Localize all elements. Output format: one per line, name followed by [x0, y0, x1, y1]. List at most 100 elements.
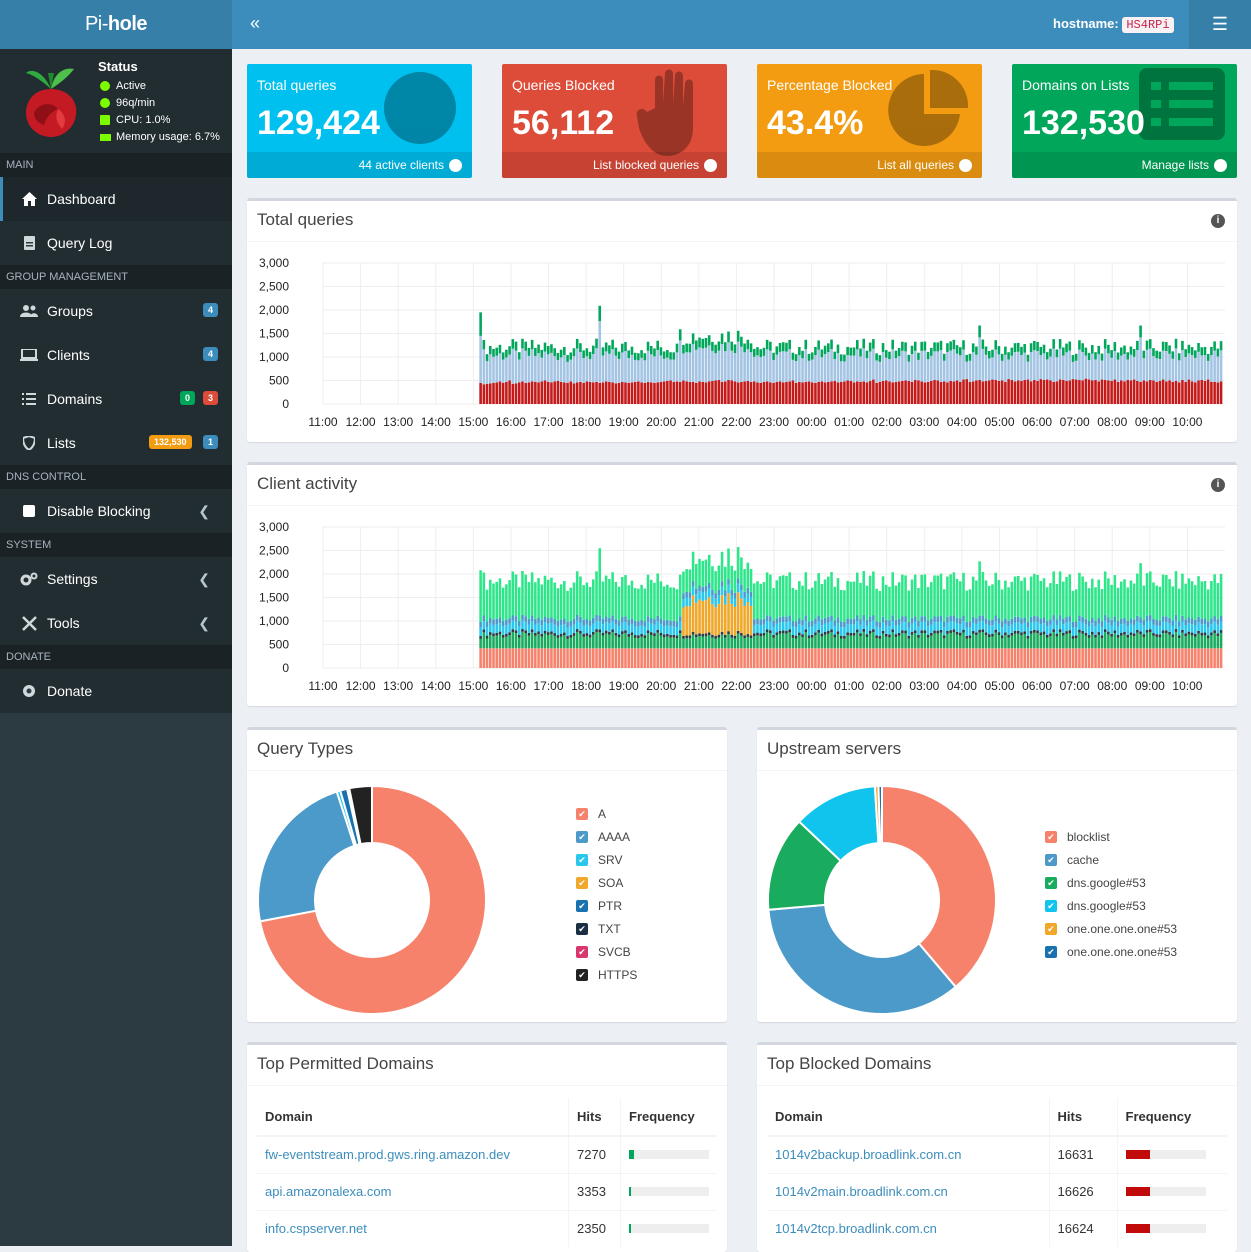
bar-segment[interactable] [1158, 648, 1162, 668]
bar-segment[interactable] [862, 620, 866, 630]
bar-segment[interactable] [1033, 573, 1036, 616]
bar-segment[interactable] [640, 350, 643, 358]
bar-segment[interactable] [1049, 380, 1052, 405]
bar-segment[interactable] [701, 586, 705, 593]
bar-segment[interactable] [1161, 574, 1165, 617]
bar-segment[interactable] [778, 630, 782, 634]
bar-segment[interactable] [897, 648, 901, 668]
bar-segment[interactable] [611, 648, 614, 668]
bar-segment[interactable] [1007, 648, 1010, 668]
bar-segment[interactable] [827, 630, 830, 634]
bar-segment[interactable] [588, 620, 592, 627]
bar-segment[interactable] [975, 580, 978, 619]
bar-segment[interactable] [720, 595, 724, 632]
bar-segment[interactable] [975, 648, 978, 668]
bar-segment[interactable] [685, 648, 688, 668]
bar-segment[interactable] [630, 354, 634, 383]
bar-segment[interactable] [991, 648, 994, 668]
bar-segment[interactable] [575, 338, 579, 349]
bar-segment[interactable] [952, 629, 956, 633]
bar-segment[interactable] [1194, 625, 1197, 634]
bar-segment[interactable] [1045, 634, 1049, 638]
bar-segment[interactable] [714, 635, 717, 639]
bar-segment[interactable] [788, 621, 791, 630]
bar-segment[interactable] [662, 634, 666, 638]
bar-segment[interactable] [666, 357, 669, 381]
bar-segment[interactable] [1091, 634, 1094, 649]
bar-segment[interactable] [691, 634, 695, 649]
bar-segment[interactable] [508, 618, 511, 624]
bar-segment[interactable] [534, 624, 537, 633]
bar-segment[interactable] [1107, 623, 1110, 632]
bar-segment[interactable] [1107, 380, 1110, 405]
bar-segment[interactable] [804, 615, 808, 621]
bar-segment[interactable] [736, 382, 740, 404]
bar-segment[interactable] [1171, 620, 1175, 626]
bar-segment[interactable] [1142, 358, 1146, 381]
bar-segment[interactable] [656, 629, 659, 633]
bar-segment[interactable] [1110, 350, 1113, 358]
bar-segment[interactable] [736, 633, 740, 649]
bar-segment[interactable] [633, 588, 637, 621]
bar-segment[interactable] [1174, 620, 1178, 630]
bar-segment[interactable] [620, 633, 624, 649]
bar-segment[interactable] [981, 381, 985, 404]
bar-segment[interactable] [543, 351, 547, 381]
bar-segment[interactable] [685, 635, 688, 639]
bar-segment[interactable] [617, 648, 621, 668]
bar-segment[interactable] [1049, 356, 1052, 381]
bar-segment[interactable] [1148, 348, 1152, 381]
bar-segment[interactable] [736, 592, 740, 631]
bar-segment[interactable] [563, 355, 566, 383]
bar-segment[interactable] [743, 638, 746, 649]
bar-segment[interactable] [1132, 379, 1136, 404]
bar-segment[interactable] [901, 630, 904, 634]
bar-segment[interactable] [595, 615, 598, 621]
bar-segment[interactable] [884, 633, 888, 637]
bar-segment[interactable] [598, 321, 602, 383]
bar-segment[interactable] [1081, 380, 1084, 405]
bar-segment[interactable] [997, 648, 1001, 668]
bar-segment[interactable] [1049, 633, 1052, 637]
bar-segment[interactable] [1007, 634, 1010, 638]
stat-footer-link[interactable]: List blocked queries [502, 152, 727, 178]
bar-segment[interactable] [926, 648, 930, 668]
bar-segment[interactable] [904, 342, 907, 352]
bar-segment[interactable] [1029, 352, 1033, 382]
bar-segment[interactable] [891, 572, 894, 616]
bar-segment[interactable] [608, 579, 611, 618]
bar-segment[interactable] [1168, 617, 1171, 624]
bar-segment[interactable] [1107, 617, 1110, 624]
bar-segment[interactable] [1187, 578, 1191, 618]
bar-segment[interactable] [894, 620, 898, 626]
bar-segment[interactable] [1042, 578, 1046, 618]
sidebar-toggle-icon[interactable]: « [250, 13, 261, 33]
bar-segment[interactable] [791, 359, 795, 381]
bar-segment[interactable] [991, 636, 994, 649]
bar-segment[interactable] [884, 584, 888, 620]
bar-segment[interactable] [649, 648, 653, 668]
bar-segment[interactable] [788, 339, 791, 350]
bar-segment[interactable] [881, 622, 885, 631]
bar-segment[interactable] [778, 616, 782, 623]
bar-segment[interactable] [965, 648, 969, 668]
bar-segment[interactable] [495, 382, 499, 404]
bar-segment[interactable] [740, 557, 743, 585]
bar-segment[interactable] [633, 620, 637, 627]
bar-segment[interactable] [656, 382, 659, 404]
bar-segment[interactable] [633, 637, 637, 649]
bar-segment[interactable] [733, 606, 737, 636]
bar-segment[interactable] [884, 636, 888, 649]
bar-segment[interactable] [714, 638, 717, 649]
bar-segment[interactable] [511, 629, 515, 633]
bar-segment[interactable] [1148, 339, 1152, 349]
bar-segment[interactable] [530, 339, 534, 350]
bar-segment[interactable] [711, 590, 714, 596]
bar-segment[interactable] [1216, 356, 1220, 383]
bar-segment[interactable] [1036, 633, 1039, 649]
bar-segment[interactable] [627, 382, 630, 404]
bar-segment[interactable] [1007, 620, 1010, 627]
bar-segment[interactable] [1190, 618, 1194, 625]
bar-segment[interactable] [1184, 381, 1187, 404]
bar-segment[interactable] [1039, 624, 1043, 633]
